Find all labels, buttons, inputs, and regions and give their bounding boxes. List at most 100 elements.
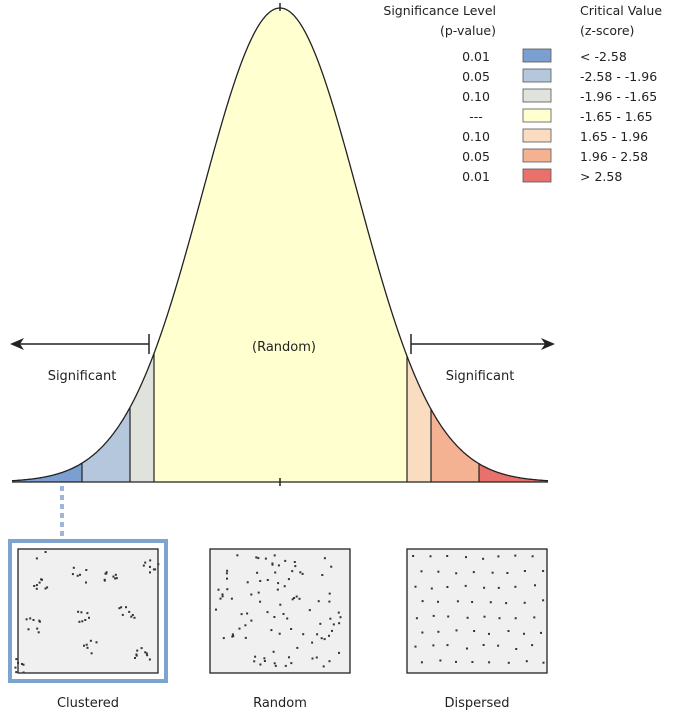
- legend-swatch: [522, 128, 552, 143]
- point: [323, 557, 326, 560]
- point: [311, 641, 314, 644]
- point: [299, 571, 302, 574]
- point: [542, 570, 545, 572]
- point: [29, 617, 32, 620]
- point: [149, 571, 151, 574]
- legend-z-score: -1.96 - -1.65: [580, 89, 657, 104]
- point: [308, 609, 311, 612]
- point: [294, 565, 297, 568]
- point: [103, 579, 106, 582]
- left-arrow: [10, 334, 150, 354]
- point: [85, 643, 88, 646]
- point: [15, 671, 18, 674]
- clustered-panel: [17, 548, 159, 674]
- point: [291, 570, 294, 573]
- legend-swatch: [522, 168, 552, 183]
- point: [114, 573, 117, 576]
- point: [246, 581, 249, 584]
- point: [273, 616, 276, 618]
- point: [215, 608, 217, 611]
- point: [322, 665, 325, 668]
- point: [219, 597, 222, 600]
- point: [282, 613, 285, 615]
- point: [337, 611, 340, 614]
- point: [482, 557, 485, 560]
- point: [328, 634, 330, 637]
- point: [456, 600, 459, 603]
- point: [331, 629, 333, 632]
- point: [232, 635, 235, 638]
- point: [105, 571, 108, 574]
- point: [236, 554, 239, 557]
- point: [17, 661, 19, 664]
- curve-region-5: [407, 356, 431, 482]
- point: [421, 631, 424, 634]
- point: [44, 587, 47, 590]
- random-panel: [209, 548, 351, 674]
- point: [488, 632, 490, 635]
- point: [83, 644, 85, 647]
- point: [455, 660, 457, 663]
- point: [217, 588, 220, 591]
- point: [283, 585, 286, 588]
- point: [515, 648, 518, 650]
- point: [287, 578, 290, 581]
- point: [81, 620, 84, 623]
- clustered-label: Clustered: [57, 696, 119, 711]
- point: [277, 582, 280, 585]
- point: [439, 659, 442, 662]
- right-arrow: [410, 334, 555, 354]
- point: [483, 615, 486, 618]
- legend-z-score: 1.96 - 2.58: [580, 149, 648, 164]
- point: [32, 619, 35, 621]
- point: [134, 657, 136, 659]
- point: [253, 660, 256, 663]
- point: [455, 572, 458, 575]
- point: [328, 600, 331, 603]
- point: [523, 601, 526, 604]
- point: [46, 586, 49, 589]
- point: [328, 592, 331, 595]
- point: [415, 617, 418, 620]
- point: [506, 572, 509, 574]
- point: [302, 633, 305, 636]
- legend-z-score: -1.65 - 1.65: [580, 109, 653, 124]
- point: [222, 637, 225, 640]
- point: [115, 577, 118, 580]
- point: [455, 629, 458, 632]
- point: [125, 606, 127, 609]
- point: [420, 661, 423, 664]
- point: [230, 597, 233, 600]
- point: [266, 579, 269, 581]
- point: [278, 632, 281, 635]
- point: [298, 597, 301, 600]
- point: [273, 662, 276, 665]
- legend: Significance Level (p-value) Critical Va…: [383, 3, 662, 184]
- point: [79, 573, 81, 576]
- point: [22, 671, 25, 674]
- point: [531, 644, 534, 647]
- point: [145, 652, 148, 655]
- curve-region-2: [82, 407, 130, 482]
- sig-header-line1: Significance Level: [383, 3, 496, 18]
- point: [112, 575, 115, 578]
- point: [25, 618, 28, 621]
- point: [489, 601, 492, 604]
- point: [244, 636, 247, 639]
- left-significant-label: Significant: [48, 369, 117, 384]
- point: [21, 663, 23, 665]
- point: [38, 619, 41, 622]
- point: [78, 620, 81, 623]
- point: [71, 573, 74, 576]
- legend-p-value: 0.10: [462, 129, 490, 144]
- point: [497, 586, 500, 589]
- point: [35, 587, 38, 590]
- point: [507, 661, 510, 664]
- point: [250, 619, 253, 622]
- point: [288, 656, 290, 659]
- point: [144, 651, 147, 654]
- point: [35, 557, 38, 560]
- point: [471, 601, 474, 603]
- legend-p-value: ---: [469, 109, 483, 124]
- point: [72, 566, 75, 569]
